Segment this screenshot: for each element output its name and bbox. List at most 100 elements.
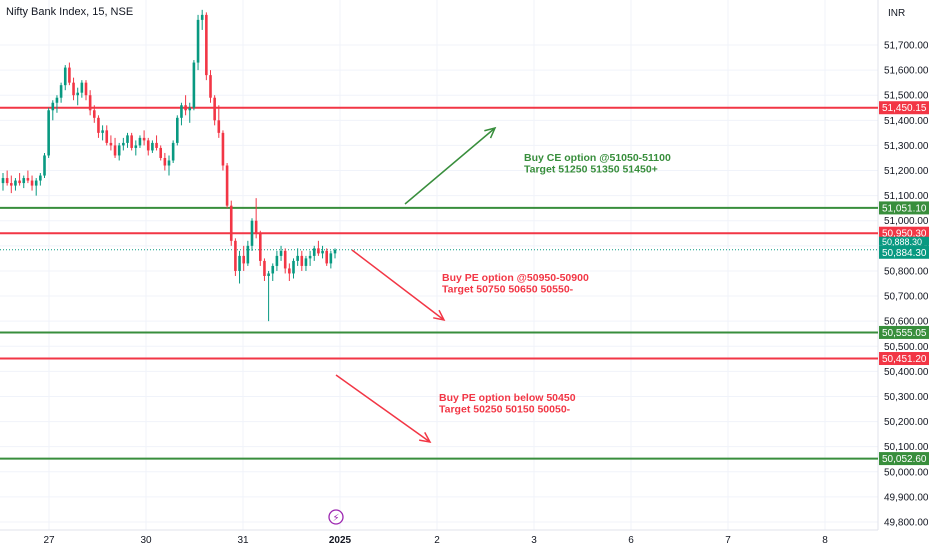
y-tick-label: 51,700.00 — [884, 41, 929, 52]
candle-body — [275, 255, 279, 266]
candle-body — [10, 183, 13, 186]
annotation-text: Buy PE option @50950-50900 — [442, 272, 589, 284]
candle-body — [288, 268, 291, 274]
candle-body — [304, 258, 308, 266]
candle-body — [229, 205, 233, 241]
candle-body — [163, 157, 167, 166]
candle-body — [300, 255, 304, 266]
trend-arrow — [351, 249, 445, 321]
candle-body — [14, 180, 17, 186]
candle-body — [109, 142, 113, 146]
candle-body — [142, 137, 146, 141]
y-tick-label: 50,200.00 — [884, 417, 929, 428]
candle-body — [72, 82, 75, 96]
candle-body — [30, 180, 34, 186]
candle-body — [279, 250, 283, 256]
candle-body — [196, 19, 200, 63]
candle-body — [88, 95, 92, 111]
candle-body — [47, 110, 50, 156]
candle-body — [296, 255, 299, 261]
x-tick-label: 8 — [822, 535, 828, 546]
candle-body — [184, 105, 187, 111]
candle-body — [80, 82, 84, 93]
trend-arrow-head — [433, 309, 446, 322]
candle-body — [159, 147, 162, 158]
x-tick-label: 7 — [725, 535, 731, 546]
y-tick-label: 51,600.00 — [884, 66, 929, 77]
x-tick-label: 31 — [237, 535, 249, 546]
lightning-glyph-icon: ⚡ — [332, 513, 339, 524]
hidden-price-tag — [879, 236, 929, 246]
level-price-tag — [879, 452, 929, 466]
candle-body — [234, 240, 237, 271]
y-tick-label: 49,800.00 — [884, 518, 929, 529]
lightning-event-icon — [328, 509, 344, 525]
x-tick-label: 3 — [531, 535, 537, 546]
annotation-text: Buy PE option below 50450 — [439, 392, 576, 404]
candle-body — [43, 155, 46, 176]
candle-body — [317, 248, 320, 254]
level-price-tag — [879, 101, 929, 115]
candle-body — [126, 135, 129, 143]
symbol-title[interactable]: Nifty Bank Index, 15, NSE — [6, 6, 134, 18]
level-price-label: 50,451.20 — [882, 354, 927, 365]
candle-body — [134, 145, 138, 148]
candle-body — [188, 107, 192, 111]
candle-body — [254, 220, 258, 234]
candle-body — [68, 67, 71, 83]
last-price-label: 50,884.30 — [882, 248, 927, 259]
candle-body — [267, 273, 270, 276]
annotation-text: Target 50250 50150 50050- — [439, 404, 571, 416]
candle-body — [171, 142, 175, 161]
candle-body — [39, 175, 42, 181]
trend-arrow-head — [419, 431, 432, 444]
last-price-tag — [879, 245, 929, 259]
candle-body — [192, 62, 196, 108]
candle-body — [325, 250, 328, 264]
x-tick-label: 2 — [434, 535, 440, 546]
y-tick-label: 50,800.00 — [884, 266, 929, 277]
y-tick-label: 50,500.00 — [884, 342, 929, 353]
y-tick-label: 50,600.00 — [884, 317, 929, 328]
candle-body — [329, 253, 333, 264]
level-price-label: 51,051.10 — [882, 203, 927, 214]
candle-body — [200, 14, 204, 20]
candle-body — [26, 178, 30, 181]
hidden-price-label: 50,888.30 — [882, 237, 922, 247]
candle-body — [312, 248, 316, 256]
candle-body — [283, 250, 287, 269]
trend-arrow — [404, 127, 496, 205]
candle-body — [59, 85, 63, 98]
candle-body — [271, 265, 275, 274]
candle-body — [209, 75, 212, 98]
y-tick-label: 50,000.00 — [884, 467, 929, 478]
candle-body — [76, 92, 79, 96]
candle-body — [292, 260, 295, 274]
candle-body — [5, 178, 9, 184]
candle-body — [97, 117, 100, 133]
candle-body — [101, 130, 104, 133]
candle-body — [93, 110, 96, 118]
candle-body — [113, 145, 117, 156]
candle-body — [221, 132, 225, 166]
candle-body — [18, 180, 21, 184]
y-tick-label: 51,000.00 — [884, 216, 929, 227]
candle-body — [151, 142, 154, 151]
candle-body — [238, 255, 241, 271]
candle-body — [246, 245, 250, 264]
candle-body — [250, 220, 254, 246]
candle-body — [308, 255, 312, 259]
candle-body — [167, 160, 171, 166]
candle-body — [105, 130, 109, 143]
candle-body — [34, 180, 38, 186]
level-price-label: 50,950.30 — [882, 229, 927, 240]
level-price-tag — [879, 201, 929, 215]
candle-body — [122, 142, 125, 146]
annotation-text: Buy CE option @51050-51100 — [524, 152, 671, 164]
currency-label[interactable]: INR — [888, 8, 906, 19]
x-tick-label: 6 — [628, 535, 634, 546]
level-price-label: 50,052.60 — [882, 454, 927, 465]
candle-body — [180, 105, 183, 118]
